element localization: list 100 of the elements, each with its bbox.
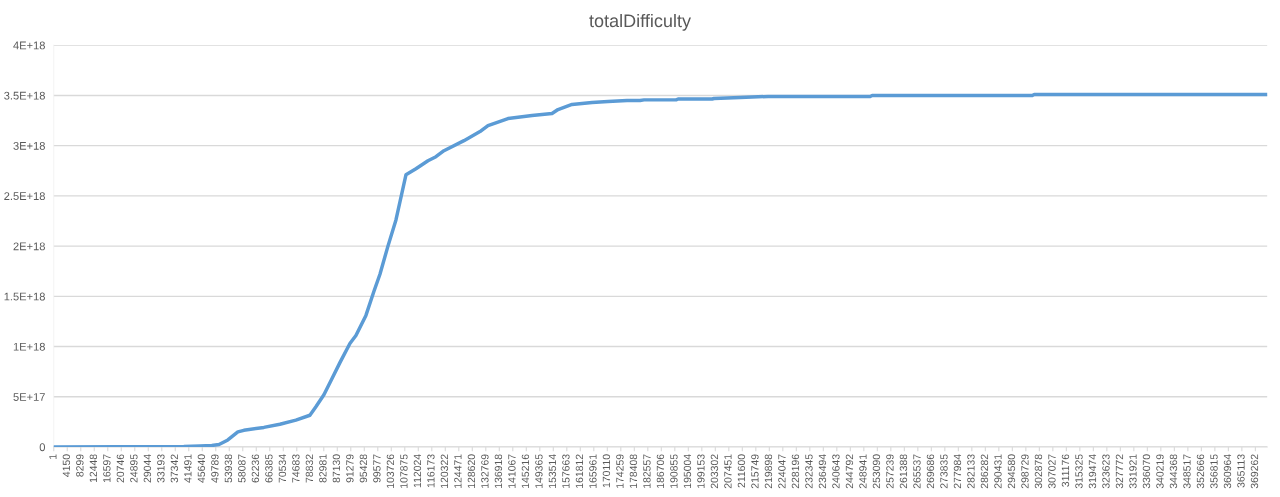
- x-tick-label: 145216: [521, 454, 530, 488]
- x-tick-label: 294580: [1007, 454, 1016, 489]
- x-tick-label: 269686: [926, 454, 935, 489]
- x-tick-label: 112024: [413, 454, 422, 488]
- x-tick-label: 331921: [1129, 454, 1137, 489]
- x-tick-label: 356815: [1210, 454, 1218, 489]
- x-tick-label: 124471: [454, 454, 462, 488]
- x-tick-label: 327772: [1115, 454, 1124, 489]
- x-tick-label: 174259: [616, 454, 624, 488]
- x-tick-label: 219898: [764, 454, 773, 489]
- x-tick-label: 253090: [872, 454, 881, 489]
- x-tick-label: 186706: [656, 454, 665, 488]
- x-tick-label: 257239: [886, 454, 894, 489]
- y-tick-label: 1E+18: [13, 342, 45, 351]
- x-tick-label: 302878: [1034, 454, 1043, 489]
- x-tick-label: 58087: [238, 454, 246, 483]
- x-tick-label: 53938: [224, 454, 233, 483]
- x-tick-label: 360964: [1223, 454, 1232, 489]
- y-tick-label: 0: [39, 443, 45, 452]
- x-tick-label: 261388: [899, 454, 908, 489]
- x-tick-label: 107875: [400, 454, 408, 488]
- x-tick-label: 273835: [940, 454, 948, 489]
- x-tick-label: 120322: [440, 454, 449, 488]
- x-tick-label: 248941: [859, 454, 867, 489]
- x-tick-label: 265537: [913, 454, 921, 489]
- x-tick-label: 352666: [1196, 454, 1205, 489]
- x-tick-label: 195004: [683, 454, 692, 488]
- x-tick-label: 4150: [62, 454, 71, 477]
- x-tick-label: 190855: [670, 454, 678, 488]
- x-tick-label: 319474: [1088, 454, 1097, 489]
- x-tick-label: 311176: [1061, 454, 1070, 487]
- x-tick-label: 298729: [1021, 454, 1029, 489]
- x-tick-label: 365113: [1237, 454, 1245, 488]
- y-tick-label: 2E+18: [13, 242, 45, 251]
- x-tick-label: 315325: [1075, 454, 1083, 489]
- x-tick-label: 45640: [197, 454, 206, 483]
- x-tick-label: 136918: [494, 454, 503, 488]
- x-tick-label: 228196: [791, 454, 800, 489]
- y-tick-label: 5E+17: [13, 393, 45, 401]
- x-tick-label: 199153: [697, 454, 705, 488]
- x-tick-label: 215749: [751, 454, 759, 489]
- x-tick-label: 161812: [575, 454, 584, 488]
- x-tick-label: 232345: [805, 454, 813, 489]
- x-tick-label: 8299: [76, 454, 84, 477]
- x-tick-label: 128620: [467, 454, 476, 488]
- x-tick-label: 224047: [778, 454, 786, 489]
- x-tick-label: 87130: [332, 454, 341, 483]
- x-tick-label: 12448: [89, 454, 98, 483]
- x-tick-label: 74683: [292, 454, 300, 483]
- x-tick-label: 286282: [980, 454, 989, 489]
- x-tick-label: 211600: [737, 454, 746, 488]
- x-tick-label: 170110: [602, 454, 611, 488]
- x-tick-label: 203302: [710, 454, 719, 489]
- x-tick-label: 132769: [481, 454, 489, 488]
- x-tick-label: 66385: [265, 454, 273, 483]
- x-tick-label: 153514: [548, 454, 557, 488]
- x-tick-label: 82981: [319, 454, 327, 483]
- x-tick-label: 103726: [386, 454, 395, 488]
- x-tick-label: 307027: [1048, 454, 1056, 489]
- x-tick-label: 1: [49, 454, 57, 459]
- x-tick-label: 95428: [359, 454, 368, 483]
- x-tick-label: 282133: [967, 454, 975, 489]
- x-tick-label: 62236: [251, 454, 260, 483]
- chart-title: totalDifficulty: [589, 13, 691, 31]
- x-tick-label: 344368: [1169, 454, 1178, 489]
- y-tick-label: 2.5E+18: [4, 192, 45, 201]
- x-tick-label: 91279: [346, 454, 354, 483]
- x-tick-label: 78832: [305, 454, 314, 483]
- x-tick-label: 33193: [157, 454, 165, 483]
- y-tick-label: 4E+18: [13, 41, 45, 50]
- x-tick-label: 157663: [562, 454, 570, 488]
- x-tick-label: 41491: [184, 454, 192, 483]
- x-tick-label: 348517: [1183, 454, 1191, 489]
- x-tick-label: 24895: [130, 454, 138, 483]
- x-tick-label: 277984: [953, 454, 962, 489]
- x-tick-label: 49789: [211, 454, 219, 483]
- x-tick-label: 236494: [818, 454, 827, 489]
- y-tick-label: 3E+18: [13, 141, 45, 150]
- x-tick-label: 290431: [994, 454, 1002, 489]
- x-tick-label: 369262: [1250, 454, 1259, 489]
- x-tick-label: 240643: [832, 454, 840, 489]
- x-tick-label: 336070: [1142, 454, 1151, 489]
- x-tick-label: 340219: [1156, 454, 1164, 489]
- x-tick-label: 116173: [427, 454, 435, 488]
- x-tick-label: 70534: [278, 454, 287, 483]
- x-tick-label: 178408: [629, 454, 638, 488]
- y-tick-label: 1.5E+18: [4, 292, 45, 301]
- x-tick-label: 149365: [535, 454, 543, 488]
- x-tick-label: 16597: [103, 454, 111, 483]
- x-tick-label: 20746: [116, 454, 125, 483]
- x-tick-label: 141067: [508, 454, 516, 488]
- x-tick-label: 29044: [143, 454, 152, 483]
- x-tick-label: 207451: [724, 454, 732, 489]
- x-tick-label: 165961: [589, 454, 597, 488]
- x-tick-label: 37342: [170, 454, 179, 483]
- y-tick-label: 3.5E+18: [4, 91, 45, 100]
- x-tick-label: 244792: [845, 454, 854, 489]
- x-tick-label: 99577: [373, 454, 381, 483]
- x-tick-label: 323623: [1102, 454, 1110, 489]
- x-tick-label: 182557: [643, 454, 651, 488]
